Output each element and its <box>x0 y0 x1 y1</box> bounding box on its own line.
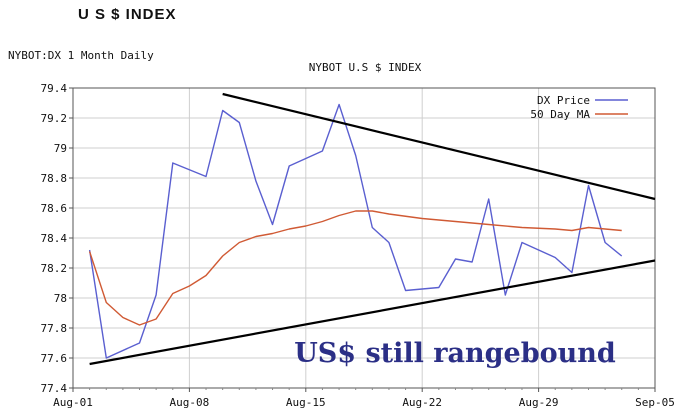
y-tick-label: 79.4 <box>41 82 68 95</box>
y-tick-label: 78.6 <box>41 202 68 215</box>
x-tick-label: Aug-22 <box>402 396 442 409</box>
y-tick-label: 79.2 <box>41 112 68 125</box>
chart-annotation: US$ still rangebound <box>294 338 616 369</box>
y-tick-label: 79 <box>54 142 67 155</box>
y-tick-label: 77.4 <box>41 382 68 395</box>
y-tick-label: 78 <box>54 292 67 305</box>
x-tick-label: Aug-01 <box>53 396 93 409</box>
trendline-support <box>89 259 656 366</box>
y-tick-label: 78.2 <box>41 262 68 275</box>
page-title: U S $ INDEX <box>78 6 177 23</box>
legend-item-dx-price-label: DX Price <box>537 94 590 107</box>
chart-title: NYBOT U.S $ INDEX <box>309 61 422 74</box>
y-tick-label: 78.4 <box>41 232 68 245</box>
x-tick-label: Aug-15 <box>286 396 326 409</box>
x-tick-label: Aug-08 <box>170 396 210 409</box>
y-tick-label: 77.6 <box>41 352 68 365</box>
y-tick-label: 77.8 <box>41 322 68 335</box>
x-tick-label: Aug-29 <box>519 396 559 409</box>
legend-item-50-day-ma-label: 50 Day MA <box>530 108 590 121</box>
series-line-dx-price <box>88 103 623 359</box>
x-tick-label: Sep-05 <box>635 396 675 409</box>
chart-source-label: NYBOT:DX 1 Month Daily <box>8 49 154 62</box>
y-tick-label: 78.8 <box>41 172 68 185</box>
trendline-resistance <box>222 92 656 201</box>
